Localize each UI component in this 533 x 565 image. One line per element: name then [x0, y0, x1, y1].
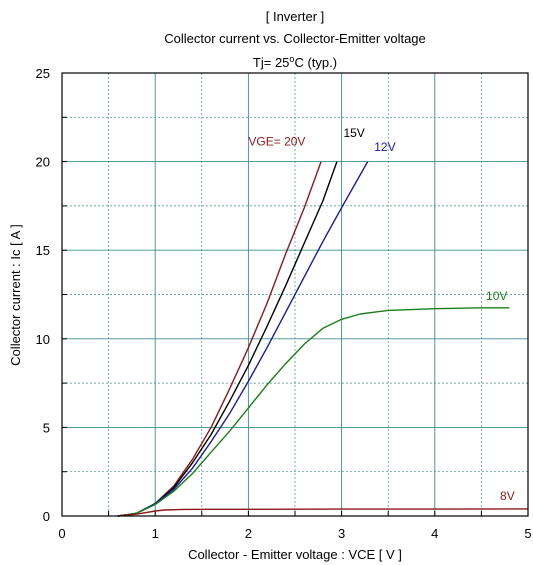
plot-frame [61, 72, 529, 517]
chart-title-line1: [ Inverter ] [266, 9, 325, 24]
chart-condition: Tj= 25oC (typ.) [253, 54, 337, 70]
series-line-2 [117, 161, 369, 517]
series-line-4 [117, 508, 529, 517]
x-tick-label: 1 [152, 526, 159, 541]
x-tick-label: 0 [58, 526, 65, 541]
y-axis-label: Collector current : Ic [ A ] [8, 224, 23, 366]
y-tick-label: 0 [43, 509, 50, 524]
series-label-3: 10V [486, 289, 507, 303]
x-tick-label: 5 [524, 526, 531, 541]
x-tick-label: 2 [245, 526, 252, 541]
x-tick-label: 4 [431, 526, 438, 541]
series-lines [117, 161, 529, 517]
condition-suffix: C (typ.) [294, 55, 337, 70]
y-tick-label: 10 [36, 332, 50, 347]
y-tick-label: 15 [36, 243, 50, 258]
series-label-0: VGE= 20V [248, 135, 305, 149]
x-tick-label: 3 [338, 526, 345, 541]
y-tick-label: 20 [36, 155, 50, 170]
series-labels: VGE= 20V 15V 12V 10V 8V [248, 126, 514, 503]
y-tick-label: 25 [36, 66, 50, 81]
condition-sup: o [289, 54, 294, 64]
series-label-1: 15V [343, 126, 364, 140]
x-axis-label: Collector - Emitter voltage : VCE [ V ] [188, 547, 402, 562]
y-tick-label: 5 [43, 420, 50, 435]
axis-ticks: 0 1 2 3 4 5 0 5 10 15 20 25 [36, 66, 532, 541]
condition-prefix: Tj= 25 [253, 55, 290, 70]
series-line-3 [117, 307, 510, 517]
series-label-2: 12V [374, 140, 395, 154]
series-label-4: 8V [500, 489, 515, 503]
chart-title-line2: Collector current vs. Collector-Emitter … [164, 31, 426, 46]
